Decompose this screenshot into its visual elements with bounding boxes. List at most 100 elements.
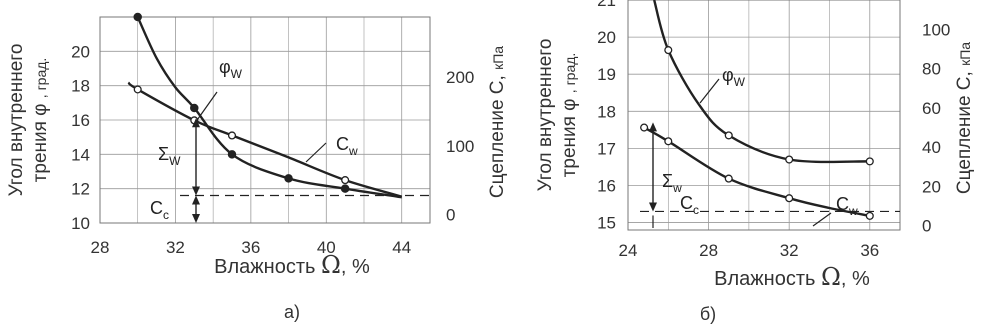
series-group-a <box>127 12 403 199</box>
arrow-head-down <box>649 202 657 212</box>
y-left-tick-label: 18 <box>597 102 616 121</box>
data-point <box>341 176 350 185</box>
grid-b <box>628 0 900 230</box>
x-tick-label: 36 <box>241 238 260 257</box>
c-c-label-main: C <box>680 193 693 213</box>
sigma-w-label: ΣW <box>158 144 181 168</box>
y-left-axis-title-b-line2: трения φ , град. <box>559 53 580 178</box>
y-left-tick-labels-a: 10 12 14 16 18 20 <box>71 42 90 233</box>
x-axis-title-b: Влажность Ω, % <box>714 263 870 291</box>
x-tick-label: 44 <box>392 238 411 257</box>
y-left-tick-label: 18 <box>71 77 90 96</box>
grid-a <box>100 17 430 223</box>
y-left-tick-label: 19 <box>597 65 616 84</box>
y-right-tick-label: 100 <box>446 137 474 156</box>
phi-w-label-main: φ <box>722 65 734 85</box>
data-point <box>284 174 293 183</box>
c-leader-line <box>305 142 327 163</box>
data-point <box>865 211 874 220</box>
y-left-tick-label: 12 <box>71 180 90 199</box>
phi-w-label: φW <box>722 65 746 89</box>
y-left-tick-label: 20 <box>71 42 90 61</box>
plot-frame-b <box>627 0 901 231</box>
c-w-label-main: C <box>836 194 849 214</box>
sigma-w-label-sub: W <box>169 154 181 168</box>
y-right-tick-label: 60 <box>922 99 941 118</box>
y-left-tick-label: 20 <box>597 28 616 47</box>
data-point <box>664 46 673 55</box>
data-point <box>640 123 649 132</box>
data-point <box>340 184 350 193</box>
data-point <box>785 155 794 164</box>
arrow-head-down <box>192 214 200 223</box>
x-tick-label: 28 <box>91 238 110 257</box>
y-right-tick-label: 40 <box>922 138 941 157</box>
data-point <box>785 194 794 203</box>
arrow-head-down <box>192 186 200 196</box>
c-leader-line <box>812 212 832 227</box>
panel-label-b: б) <box>700 304 716 324</box>
y-left-axis-title-a-line2: трения φ , град. <box>30 58 51 183</box>
data-point <box>865 157 874 166</box>
c-c-label-sub: c <box>693 203 699 217</box>
x-tick-label: 28 <box>699 241 718 260</box>
y-left-axis-title-b-line1: Угол внутреннего <box>535 39 556 192</box>
data-point <box>724 174 733 183</box>
x-tick-labels-a: 28 32 36 40 44 <box>91 238 412 257</box>
panel-label-a: а) <box>284 302 300 322</box>
c-c-label-sub: c <box>163 208 169 222</box>
y-right-tick-label: 100 <box>922 20 950 39</box>
y-left-tick-label: 16 <box>597 176 616 195</box>
x-tick-label: 32 <box>780 241 799 260</box>
y-right-axis-title-b: Сцепление С, кПа <box>954 42 975 194</box>
sigma-w-label-main: Σ <box>662 171 673 191</box>
chart-panel-b: 24 28 32 36 15 16 17 18 19 20 21 0 20 40 60 80 100 φW C… <box>535 0 975 324</box>
c-w-label-sub: w <box>848 204 858 218</box>
data-point <box>133 85 142 94</box>
sigma-w-label-main: Σ <box>158 144 169 164</box>
y-left-tick-label: 17 <box>597 139 616 158</box>
y-left-tick-labels-b: 15 16 17 18 19 20 21 <box>597 0 616 233</box>
phi-w-label-main: φ <box>219 57 231 77</box>
series-group-b <box>640 0 874 220</box>
phi-w-label: φW <box>219 57 243 81</box>
arrow-head-up <box>192 118 200 128</box>
c-c-label: Cc <box>150 198 169 222</box>
data-point <box>227 131 237 140</box>
x-axis-title-a: Влажность Ω, % <box>214 251 370 279</box>
y-right-tick-labels-a: 0 100 200 <box>446 68 474 224</box>
x-tick-label: 24 <box>619 241 638 260</box>
y-right-tick-label: 0 <box>446 205 455 224</box>
y-right-tick-label: 20 <box>922 177 941 196</box>
y-right-axis-title-a: Сцепление С, кПа <box>487 46 508 198</box>
c-w-label-main: C <box>336 134 349 154</box>
y-right-tick-label: 200 <box>446 68 474 87</box>
data-point <box>133 12 142 22</box>
data-point <box>724 131 733 140</box>
sigma-w-label-sub: w <box>672 181 682 195</box>
plot-frame-a <box>99 16 431 224</box>
y-left-tick-label: 15 <box>597 214 616 233</box>
arrow-head-up <box>649 122 657 132</box>
series-line <box>653 0 870 164</box>
phi-w-label-sub: W <box>734 75 746 89</box>
y-left-axis-title-a-line1: Угол внутреннего <box>6 44 27 197</box>
phi-leader-line <box>194 91 218 124</box>
c-w-label: Cw <box>836 194 858 218</box>
sigma-w-label: Σw <box>662 171 682 195</box>
x-tick-label: 36 <box>860 241 879 260</box>
y-right-tick-label: 80 <box>922 60 941 79</box>
c-w-label-sub: w <box>348 144 358 158</box>
y-left-tick-label: 10 <box>71 214 90 233</box>
phi-w-label-sub: W <box>231 67 243 81</box>
y-left-tick-label: 21 <box>597 0 616 10</box>
c-w-label: Cw <box>336 134 358 158</box>
y-right-tick-label: 0 <box>922 217 931 236</box>
y-left-tick-label: 16 <box>71 111 90 130</box>
data-point <box>190 103 199 113</box>
y-right-tick-labels-b: 0 20 40 60 80 100 <box>922 20 950 235</box>
